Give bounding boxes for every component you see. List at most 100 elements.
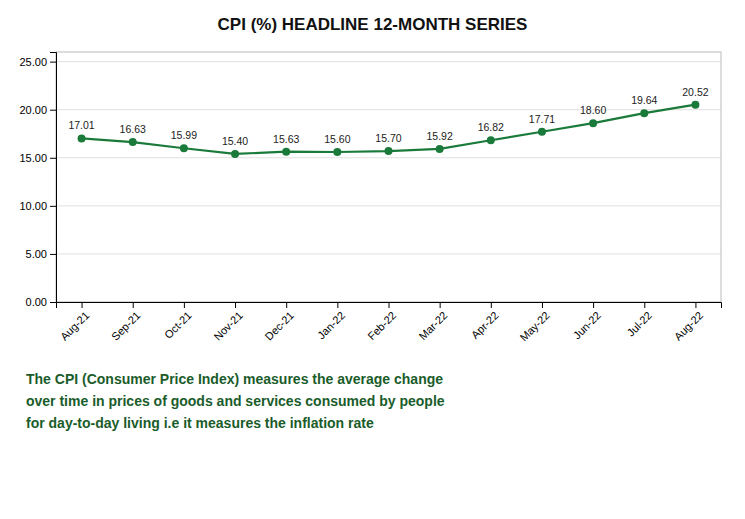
x-axis-line <box>57 303 722 309</box>
annotation-line: for day-to-day living i.e it measures th… <box>26 415 374 431</box>
grid-line <box>56 205 721 206</box>
x-tick-label: Nov-21 <box>211 309 245 343</box>
plot: 0.00 5.00 10.00 15.00 20.00 25.00 Aug-21 Sep-21… <box>19 52 721 343</box>
data-label: 15.99 <box>171 129 197 141</box>
title: CPI (%) HEADLINE 12-MONTH SERIES <box>218 15 528 34</box>
point <box>436 145 444 153</box>
point <box>180 144 188 152</box>
y-tick-mark <box>50 110 56 111</box>
y-tick-label: 5.00 <box>26 248 47 260</box>
y-tick: 5.00 <box>26 248 56 260</box>
data-labels: 17.01 16.63 15.99 15.40 15.63 15.60 15.70 15.92… <box>68 86 708 147</box>
point <box>538 128 546 136</box>
x-tick: Oct-21 <box>162 302 194 341</box>
x-tick-mark <box>695 302 696 308</box>
x-tick-mark <box>184 302 185 308</box>
grid-line <box>56 61 721 62</box>
x-tick-label: Oct-21 <box>162 309 194 341</box>
x-tick-label: Mar-22 <box>416 309 449 342</box>
y-axis-line <box>50 53 57 303</box>
series <box>78 101 700 158</box>
x-tick-label: Feb-22 <box>365 309 398 342</box>
data-label: 15.63 <box>273 133 299 145</box>
data-label: 16.82 <box>478 121 504 133</box>
x-tick: Feb-22 <box>365 302 398 342</box>
point <box>640 109 648 117</box>
x-tick: Dec-21 <box>262 302 296 343</box>
y-tick: 10.00 <box>19 200 56 212</box>
x-tick: Apr-22 <box>469 302 501 341</box>
point <box>333 148 341 156</box>
y-tick: 25.00 <box>19 56 56 68</box>
point <box>129 138 137 146</box>
annotation-line: The CPI (Consumer Price Index) measures … <box>26 371 443 387</box>
grid-line <box>56 253 721 254</box>
data-label: 15.70 <box>375 132 401 144</box>
x-tick: Jun-22 <box>571 302 603 341</box>
y-tick-mark <box>50 62 56 63</box>
x-tick-mark <box>644 302 645 308</box>
x-tick-mark <box>133 302 134 308</box>
point <box>282 148 290 156</box>
y-tick: 0.00 <box>26 296 56 308</box>
x-tick-label: Aug-22 <box>672 309 706 343</box>
y-tick-label: 15.00 <box>19 152 47 164</box>
x-tick-mark <box>235 302 236 308</box>
grid-line <box>56 157 721 158</box>
data-label: 17.01 <box>68 119 94 131</box>
x-tick-label: May-22 <box>517 309 551 343</box>
x-tick: Aug-22 <box>672 302 706 343</box>
x-tick: Aug-21 <box>58 302 92 343</box>
data-label: 16.63 <box>120 123 146 135</box>
x-axis: Aug-21 Sep-21 Oct-21 Nov-21 Dec-21 Jan-22 Feb-… <box>57 302 722 343</box>
data-label: 17.71 <box>529 113 555 125</box>
y-tick-mark <box>50 158 56 159</box>
x-tick-mark <box>82 302 83 308</box>
y-tick-label: 10.00 <box>19 200 47 212</box>
y-tick-mark <box>50 254 56 255</box>
grid-line <box>56 109 721 110</box>
x-tick-mark <box>389 302 390 308</box>
x-tick-mark <box>440 302 441 308</box>
x-tick-label: Jul-22 <box>624 309 654 339</box>
x-tick-label: Dec-21 <box>262 309 296 343</box>
y-tick-mark <box>50 302 56 303</box>
plot-frame <box>56 52 721 302</box>
x-tick-mark <box>593 302 594 308</box>
x-tick: Mar-22 <box>416 302 449 342</box>
x-tick-mark <box>286 302 287 308</box>
y-axis: 0.00 5.00 10.00 15.00 20.00 25.00 <box>19 53 56 309</box>
x-tick-mark <box>542 302 543 308</box>
y-tick: 20.00 <box>19 104 56 116</box>
data-label: 15.60 <box>324 133 350 145</box>
x-tick-label: Apr-22 <box>469 309 501 341</box>
x-tick-mark <box>337 302 338 308</box>
y-tick-label: 0.00 <box>26 296 47 308</box>
x-tick: Sep-21 <box>109 302 143 343</box>
data-label: 18.60 <box>580 104 606 116</box>
x-tick-mark <box>491 302 492 308</box>
x-tick-label: Sep-21 <box>109 309 143 343</box>
grid <box>56 62 721 302</box>
x-tick-label: Jun-22 <box>571 309 603 341</box>
x-tick: Jan-22 <box>315 302 347 341</box>
x-tick-label: Aug-21 <box>58 309 92 343</box>
y-tick: 15.00 <box>19 152 56 164</box>
data-label: 15.92 <box>427 130 453 142</box>
data-label: 20.52 <box>682 86 708 98</box>
chart: CPI (%) HEADLINE 12-MONTH SERIES 0.00 5.00… <box>0 0 745 519</box>
x-tick: Jul-22 <box>624 302 654 339</box>
point <box>691 101 699 109</box>
x-tick: Nov-21 <box>211 302 245 343</box>
point <box>487 136 495 144</box>
y-tick-mark <box>50 206 56 207</box>
point <box>589 119 597 127</box>
data-label: 15.40 <box>222 135 248 147</box>
y-tick-label: 20.00 <box>19 104 47 116</box>
data-label: 19.64 <box>631 94 657 106</box>
annotation: The CPI (Consumer Price Index) measures … <box>26 371 445 431</box>
y-tick-label: 25.00 <box>19 56 47 68</box>
line <box>82 105 696 154</box>
point <box>385 147 393 155</box>
annotation-line: over time in prices of goods and service… <box>26 393 445 409</box>
